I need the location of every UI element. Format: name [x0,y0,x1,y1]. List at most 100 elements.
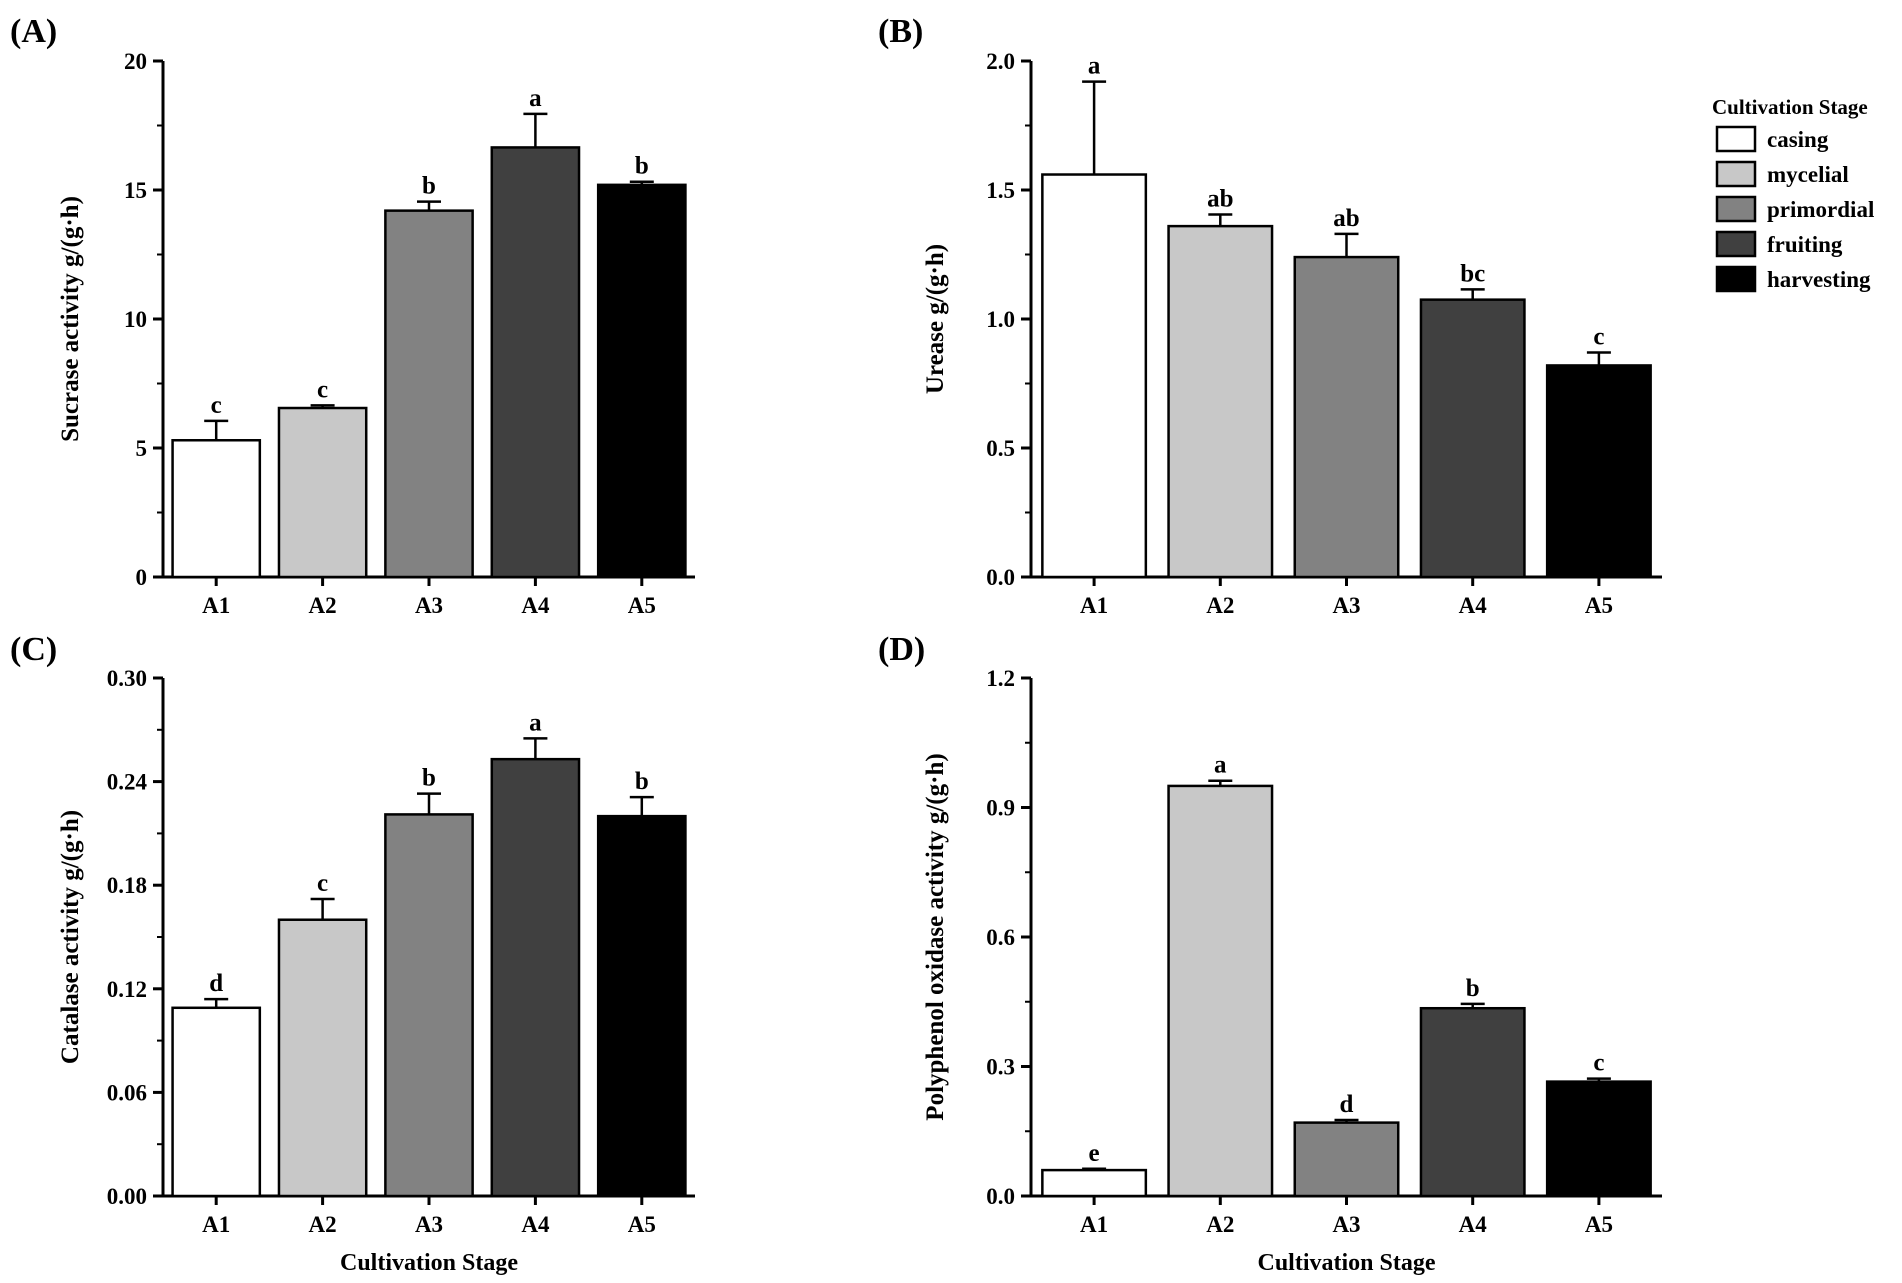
x-tick-label: A1 [1080,1212,1108,1237]
x-tick-label: A2 [1206,593,1234,618]
bar-A1 [171,439,262,579]
y-tick-label: 0.5 [986,436,1015,461]
y-tick-label: 1.5 [986,178,1015,203]
significance-letter: b [422,765,436,792]
chart-panel-4: (D) 0.0 0.3 0.6 0.9 1.2 Polyphenol oxidase act… [878,631,1662,1276]
y-tick-label: 10 [124,307,147,332]
significance-letter: d [209,970,223,997]
bar-A2 [1167,784,1274,1198]
bar-A3 [384,209,474,579]
x-tick-label: A4 [1459,1212,1488,1237]
legend-swatch-harvesting [1715,265,1757,293]
x-tick-label: A4 [521,1212,550,1237]
y-axis-label: Sucrase activity g/(g·h) [57,196,84,442]
significance-letter: b [635,768,649,795]
chart-panel-1: (A) 0 5 10 15 20 Sucrase activity g/(g·h) c A1 c A… [10,13,695,618]
panel-label: (B) [878,13,923,50]
bar-A3 [1293,255,1400,579]
significance-letter: ab [1333,205,1359,232]
y-tick-label: 0.00 [107,1184,147,1209]
bar-A5 [596,814,687,1198]
y-tick-label: 0.12 [107,977,147,1002]
panel-label: (C) [10,631,57,668]
significance-letter: e [1089,1140,1100,1167]
legend-swatch-mycelial [1715,160,1757,188]
significance-letter: b [1466,975,1480,1002]
y-tick-label: 0.06 [107,1080,147,1105]
significance-letter: c [317,870,328,897]
legend: Cultivation Stage casing mycelial primordia… [1712,95,1874,293]
x-axis-label: Cultivation Stage [340,1250,518,1276]
x-tick-label: A1 [1080,593,1108,618]
y-tick-label: 2.0 [986,49,1015,74]
y-tick-label: 0.6 [986,925,1015,950]
y-tick-label: 0.30 [107,666,147,691]
bar-A3 [1293,1121,1400,1198]
y-axis-label: Urease g/(g·h) [922,244,949,394]
x-tick-label: A2 [1206,1212,1234,1237]
significance-letter: c [1593,1050,1604,1077]
y-tick-label: 0 [136,565,148,590]
panel-label: (A) [10,13,57,50]
legend-label: primordial [1767,197,1874,222]
significance-letter: c [211,392,222,419]
legend-label: casing [1767,127,1829,152]
y-tick-label: 0.18 [107,873,147,898]
y-axis-label: Catalase activity g/(g·h) [57,810,84,1064]
significance-letter: a [1214,752,1227,779]
bar-A4 [1419,298,1526,579]
x-tick-label: A3 [1332,1212,1360,1237]
legend-title: Cultivation Stage [1712,95,1868,119]
x-tick-label: A1 [202,1212,230,1237]
x-tick-label: A5 [628,593,656,618]
bar-A5 [596,183,687,579]
y-tick-label: 0.0 [986,1184,1015,1209]
y-tick-label: 0.3 [986,1055,1015,1080]
bar-A2 [277,918,368,1198]
significance-letter: c [317,376,328,403]
significance-letter: c [1593,324,1604,351]
panel-label: (D) [878,631,925,668]
chart-panel-3: (C) 0.00 0.06 0.12 0.18 0.24 0.30 Catalase acti… [10,631,695,1276]
legend-swatch-primordial [1715,195,1757,223]
significance-letter: d [1340,1091,1354,1118]
x-tick-label: A1 [202,593,230,618]
y-tick-label: 15 [124,178,147,203]
legend-label: harvesting [1767,267,1871,292]
significance-letter: ab [1207,186,1233,213]
bar-A1 [171,1006,262,1198]
bar-A4 [1419,1006,1526,1198]
bar-A1 [1041,1168,1148,1198]
legend-swatch-casing [1715,125,1757,153]
significance-letter: a [529,709,542,736]
significance-letter: b [422,173,436,200]
significance-letter: bc [1460,260,1485,287]
y-tick-label: 20 [124,49,147,74]
bar-A1 [1041,173,1148,579]
bar-A5 [1545,364,1652,579]
legend-label: mycelial [1767,162,1849,187]
y-tick-label: 0.0 [986,565,1015,590]
x-tick-label: A4 [1459,593,1488,618]
significance-letter: a [1088,53,1101,80]
y-tick-label: 1.0 [986,307,1015,332]
bar-A5 [1545,1080,1652,1198]
bar-A3 [384,813,474,1198]
bar-A2 [277,406,368,579]
x-tick-label: A5 [1585,593,1613,618]
bar-A4 [490,146,581,579]
x-tick-label: A2 [309,1212,337,1237]
bar-A2 [1167,224,1274,579]
x-tick-label: A3 [1332,593,1360,618]
y-tick-label: 5 [136,436,148,461]
x-tick-label: A5 [1585,1212,1613,1237]
bar-A4 [490,757,581,1198]
y-tick-label: 0.9 [986,796,1015,821]
significance-letter: a [529,85,542,112]
chart-panel-2: (B) 0.0 0.5 1.0 1.5 2.0 Urease g/(g·h) a A1 ab A2 a… [878,13,1662,618]
x-tick-label: A4 [521,593,550,618]
legend-label: fruiting [1767,232,1843,257]
x-tick-label: A3 [415,1212,443,1237]
x-tick-label: A3 [415,593,443,618]
